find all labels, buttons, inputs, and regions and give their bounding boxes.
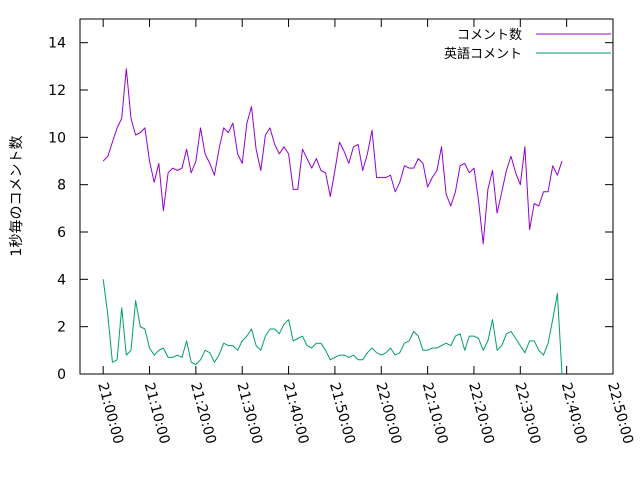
y-tick-label: 14 (48, 36, 66, 52)
series-line-1 (102, 68, 563, 245)
x-tick-label: 21:50:00 (326, 381, 358, 446)
y-tick-label: 12 (48, 83, 66, 99)
y-tick-label: 6 (57, 225, 66, 241)
y-axis-label: 1秒毎のコメント数 (9, 136, 25, 257)
series-layer (102, 68, 563, 375)
x-tick-label: 22:40:00 (558, 381, 590, 446)
x-tick-label: 22:20:00 (465, 381, 497, 446)
x-tick-label: 21:40:00 (280, 381, 312, 446)
x-tick-label: 21:30:00 (233, 381, 265, 446)
x-tick-label: 21:10:00 (141, 381, 173, 446)
x-tick-label: 21:20:00 (187, 381, 219, 446)
plot-frame (79, 18, 614, 375)
y-tick-label: 0 (57, 367, 66, 383)
y-tick-label: 10 (48, 130, 66, 146)
x-axis: 21:00:00 21:10:00 21:20:00 21:30:00 21:40:00… (94, 19, 636, 446)
y-axis: 0 2 4 6 8 10 12 14 (48, 36, 613, 383)
x-tick-label: 22:00:00 (372, 381, 404, 446)
series-line-2 (102, 279, 563, 375)
x-tick-label: 22:30:00 (511, 381, 543, 446)
y-tick-label: 2 (57, 320, 66, 336)
x-tick-label: 22:50:00 (604, 381, 636, 446)
x-tick-label: 21:00:00 (94, 381, 126, 446)
y-tick-label: 8 (57, 178, 66, 194)
legend-label-1: コメント数 (457, 28, 522, 43)
legend-label-2: 英語コメント (444, 46, 522, 62)
y-tick-label: 4 (57, 272, 66, 288)
x-tick-label: 22:10:00 (419, 381, 451, 446)
